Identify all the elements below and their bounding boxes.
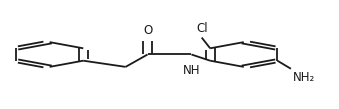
Text: Cl: Cl [196, 22, 207, 35]
Text: NH: NH [183, 64, 200, 77]
Text: NH₂: NH₂ [293, 71, 315, 84]
Text: O: O [143, 24, 152, 37]
